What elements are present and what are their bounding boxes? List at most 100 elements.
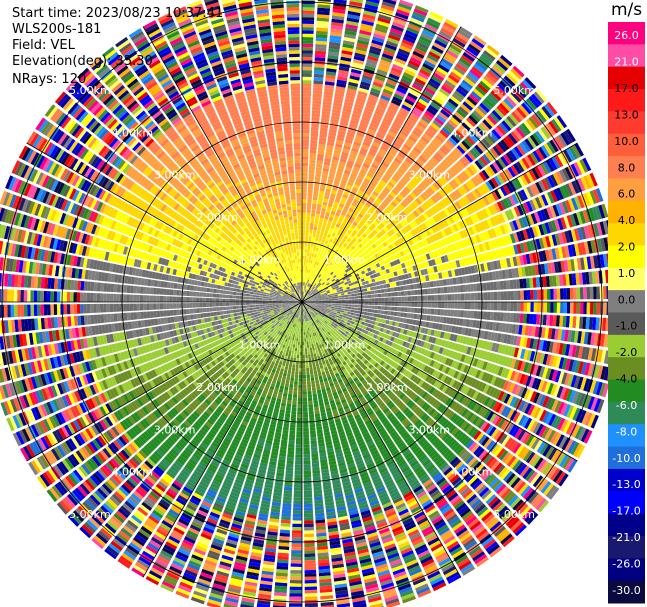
range-gate [370,193,377,200]
range-gate [314,220,319,225]
range-gate [333,256,337,261]
range-gate [376,132,385,139]
range-gate [302,116,310,120]
range-gate [444,156,454,166]
range-gate [337,188,344,194]
range-gate [323,198,329,203]
range-gate [331,115,340,121]
range-gate [449,152,459,161]
range-gate [318,238,322,242]
range-gate [334,215,339,220]
range-gate [302,209,306,213]
range-gate [305,293,308,297]
range-gate [511,148,521,160]
range-gate [533,302,538,313]
range-gate [563,130,573,144]
range-gate [302,129,310,134]
range-gate [330,193,336,198]
range-gate [340,179,348,185]
range-gate [519,142,529,154]
range-gate [304,292,307,297]
range-gate [357,39,369,46]
range-gate [304,255,307,260]
range-gate [310,143,318,147]
range-gate [380,265,386,271]
range-gate [538,180,547,192]
range-gate [400,178,408,186]
range-gate [305,232,309,237]
range-gate [462,155,471,165]
range-gate [401,146,410,154]
range-gate [500,139,510,151]
range-gate [406,170,414,178]
range-gate [374,247,380,253]
range-gate [328,304,332,307]
range-gate [411,220,418,227]
range-gate [513,109,525,121]
range-gate [447,302,452,309]
range-gate [437,177,446,186]
range-gate [426,175,434,184]
range-gate [474,160,483,170]
range-gate [355,100,365,107]
range-gate [318,143,326,148]
range-gate [573,162,583,176]
range-gate [383,85,395,93]
range-gate [321,208,326,213]
range-gate [304,296,307,300]
range-gate [358,248,364,254]
range-gate [596,302,601,315]
range-gate [395,196,402,203]
range-gate [479,55,492,66]
range-gate [466,46,479,57]
range-gate [476,311,481,319]
range-gate [337,167,344,173]
range-gate [352,237,357,243]
range-gate [324,254,329,259]
range-gate [302,13,315,18]
range-gate [302,172,308,177]
range-gate [304,285,306,289]
range-gate [332,240,337,245]
range-gate [314,289,318,293]
range-gate [399,220,406,228]
range-gate [517,84,529,96]
range-gate [320,276,324,280]
range-gate [396,286,401,292]
range-gate [372,116,382,123]
range-gate [321,117,330,122]
range-gate [316,157,324,162]
range-gate [302,126,310,130]
range-gate [472,110,483,120]
range-gate [374,305,379,310]
range-gate [384,114,394,122]
range-gate [529,152,539,164]
range-gate [346,255,351,260]
range-gate [358,125,367,132]
range-gate [466,151,476,161]
range-gate [396,245,402,252]
range-gate [456,108,467,119]
range-gate [315,213,320,218]
range-gate [311,209,316,214]
range-gate [416,184,424,193]
range-gate [405,29,418,38]
range-gate [304,252,307,256]
range-gate [381,91,392,99]
range-gate [313,83,323,88]
range-gate [466,310,471,319]
range-gate [407,290,412,296]
range-gate [355,245,361,251]
range-gate [560,132,571,146]
range-gate [351,113,361,119]
range-gate [414,307,418,313]
range-gate [386,152,395,160]
range-gate [420,65,433,75]
range-gate [375,262,381,268]
range-gate [369,316,374,321]
range-gate [393,173,401,181]
range-gate [353,141,362,147]
range-gate [478,171,487,182]
range-gate [314,284,318,288]
range-gate [339,240,345,246]
